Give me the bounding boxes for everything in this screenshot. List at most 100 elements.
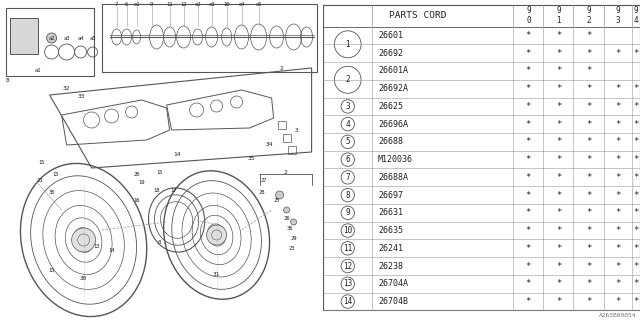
Text: 11: 11: [343, 244, 353, 253]
Text: 10: 10: [223, 3, 230, 7]
Text: *: *: [615, 49, 621, 58]
Text: *: *: [634, 137, 639, 146]
Text: 8: 8: [158, 241, 161, 245]
Text: 35: 35: [248, 156, 255, 161]
Text: 20: 20: [133, 172, 140, 178]
Text: 2: 2: [284, 170, 287, 174]
Text: 18: 18: [154, 188, 160, 193]
Text: 11: 11: [166, 3, 173, 7]
Text: 9: 9: [150, 3, 153, 7]
Text: 29: 29: [291, 236, 297, 241]
Text: *: *: [634, 102, 639, 111]
Text: *: *: [556, 102, 561, 111]
Text: 26704B: 26704B: [378, 297, 408, 306]
Text: *: *: [556, 191, 561, 200]
Text: *: *: [615, 102, 621, 111]
Text: *: *: [525, 137, 531, 146]
Text: *: *: [615, 297, 621, 306]
Text: 9: 9: [346, 208, 350, 217]
Text: 5: 5: [346, 137, 350, 146]
Text: *: *: [525, 261, 531, 270]
Text: 26697: 26697: [378, 191, 403, 200]
Text: 26601: 26601: [378, 31, 403, 40]
Text: 26704A: 26704A: [378, 279, 408, 288]
Text: 9
0: 9 0: [526, 6, 531, 25]
Text: *: *: [525, 279, 531, 288]
Text: 21: 21: [36, 178, 43, 182]
Text: 26692A: 26692A: [378, 84, 408, 93]
Text: *: *: [586, 297, 591, 306]
Text: 10: 10: [343, 226, 353, 235]
Text: *: *: [634, 155, 639, 164]
Text: 17: 17: [170, 188, 177, 193]
Circle shape: [276, 191, 284, 199]
Text: 26631: 26631: [378, 208, 403, 217]
Text: 12: 12: [180, 3, 187, 7]
Text: *: *: [586, 31, 591, 40]
Text: *: *: [525, 84, 531, 93]
Text: 15: 15: [49, 268, 55, 273]
Text: 2: 2: [280, 66, 284, 70]
Text: 4: 4: [346, 120, 350, 129]
Text: 8: 8: [6, 77, 10, 83]
Text: 28: 28: [259, 190, 265, 196]
Text: 13: 13: [93, 244, 100, 250]
Text: *: *: [525, 120, 531, 129]
Text: *: *: [556, 244, 561, 253]
Text: *: *: [586, 173, 591, 182]
Text: 9
4: 9 4: [634, 6, 638, 25]
Text: *: *: [634, 261, 639, 270]
Text: o1: o1: [133, 3, 140, 7]
Text: *: *: [634, 226, 639, 235]
Text: 26696A: 26696A: [378, 120, 408, 129]
Text: 14: 14: [173, 153, 180, 157]
Bar: [283, 134, 291, 142]
Text: *: *: [556, 84, 561, 93]
Text: *: *: [615, 120, 621, 129]
Text: *: *: [615, 208, 621, 217]
Text: 26688A: 26688A: [378, 173, 408, 182]
Text: 8: 8: [346, 191, 350, 200]
Text: 23: 23: [289, 245, 295, 251]
Text: M120036: M120036: [378, 155, 413, 164]
Text: *: *: [634, 208, 639, 217]
Text: 26625: 26625: [378, 102, 403, 111]
Text: 3: 3: [295, 127, 298, 132]
Text: *: *: [525, 226, 531, 235]
Text: 25: 25: [273, 197, 280, 203]
Text: *: *: [615, 279, 621, 288]
Text: *: *: [556, 137, 561, 146]
Bar: [278, 121, 285, 129]
Text: *: *: [586, 226, 591, 235]
Text: a1: a1: [35, 68, 41, 73]
Text: *: *: [615, 173, 621, 182]
Text: *: *: [634, 244, 639, 253]
Text: *: *: [634, 297, 639, 306]
Text: PARTS CORD: PARTS CORD: [390, 11, 447, 20]
Text: *: *: [615, 226, 621, 235]
Text: *: *: [525, 67, 531, 76]
Text: 26692: 26692: [378, 49, 403, 58]
Text: 30: 30: [80, 276, 87, 281]
Text: *: *: [556, 261, 561, 270]
Text: *: *: [634, 173, 639, 182]
Text: *: *: [525, 49, 531, 58]
Text: A263B00054: A263B00054: [599, 313, 637, 318]
Circle shape: [291, 219, 296, 225]
Text: 34: 34: [266, 142, 273, 148]
Text: 36: 36: [286, 226, 293, 230]
Circle shape: [284, 207, 289, 213]
Text: o5: o5: [255, 3, 262, 7]
Text: 15: 15: [38, 159, 45, 164]
Text: 31: 31: [213, 273, 220, 277]
Text: 14: 14: [343, 297, 353, 306]
Text: 7: 7: [115, 3, 118, 7]
Circle shape: [207, 225, 227, 245]
Text: *: *: [525, 155, 531, 164]
Text: 13: 13: [343, 279, 353, 288]
Text: *: *: [556, 67, 561, 76]
Text: *: *: [556, 297, 561, 306]
Text: o4: o4: [238, 3, 245, 7]
Text: *: *: [615, 191, 621, 200]
Text: 30: 30: [49, 190, 55, 196]
